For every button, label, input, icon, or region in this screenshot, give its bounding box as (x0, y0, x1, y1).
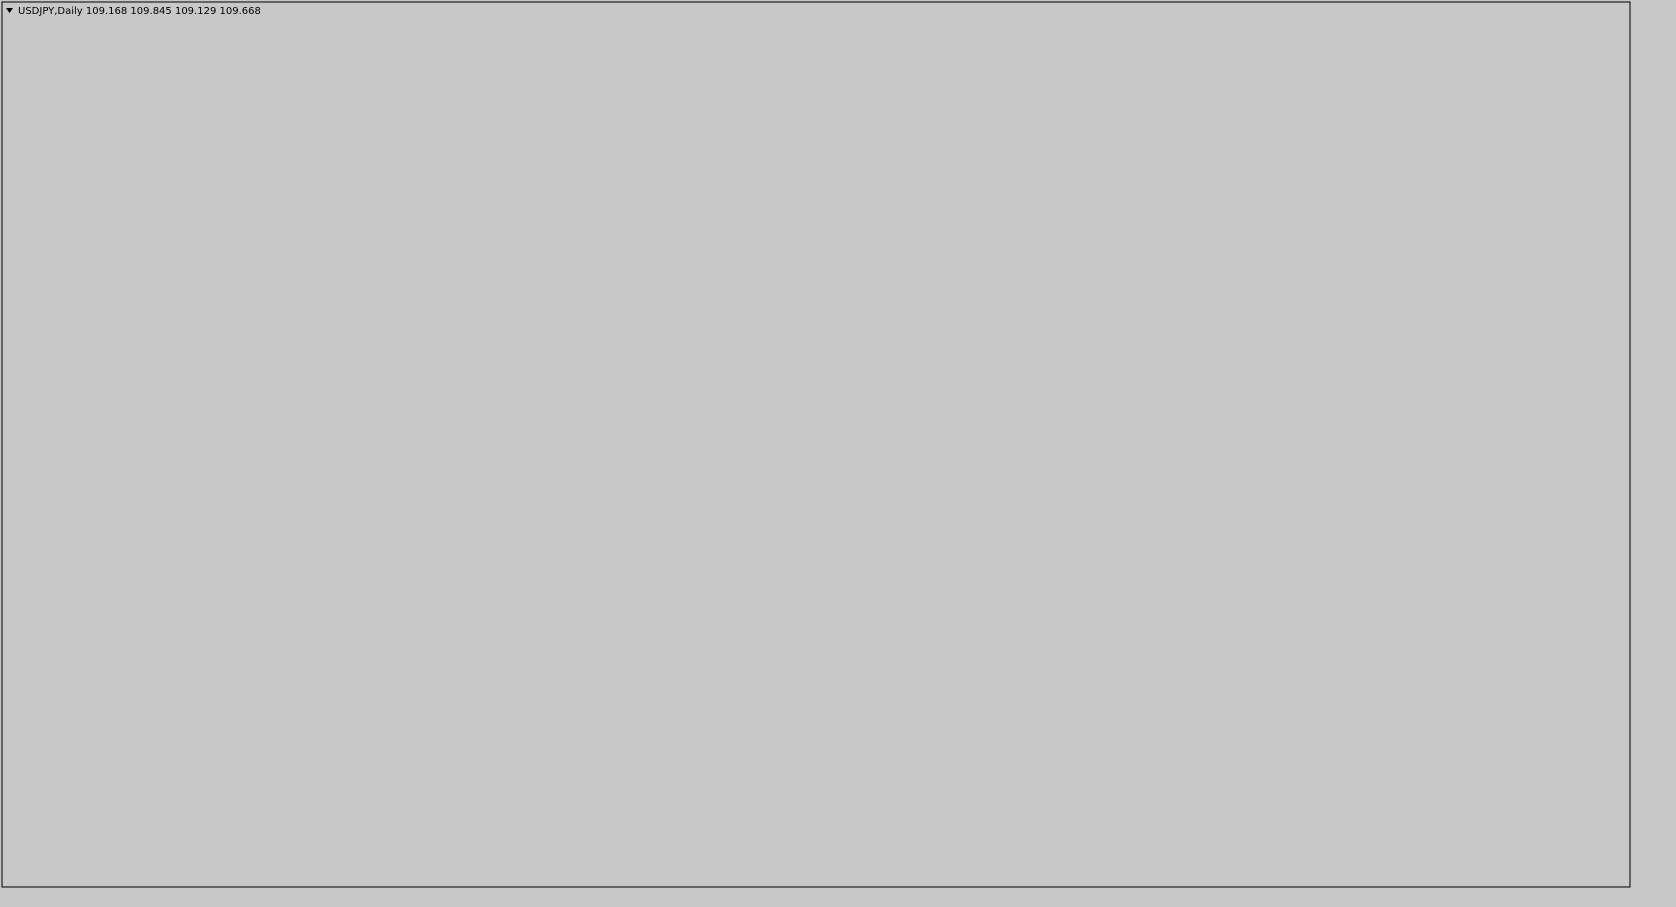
chart-title: USDJPY,Daily 109.168 109.845 109.129 109… (18, 6, 261, 17)
plot-border (1, 1, 1631, 888)
menu-triangle[interactable] (6, 8, 13, 13)
